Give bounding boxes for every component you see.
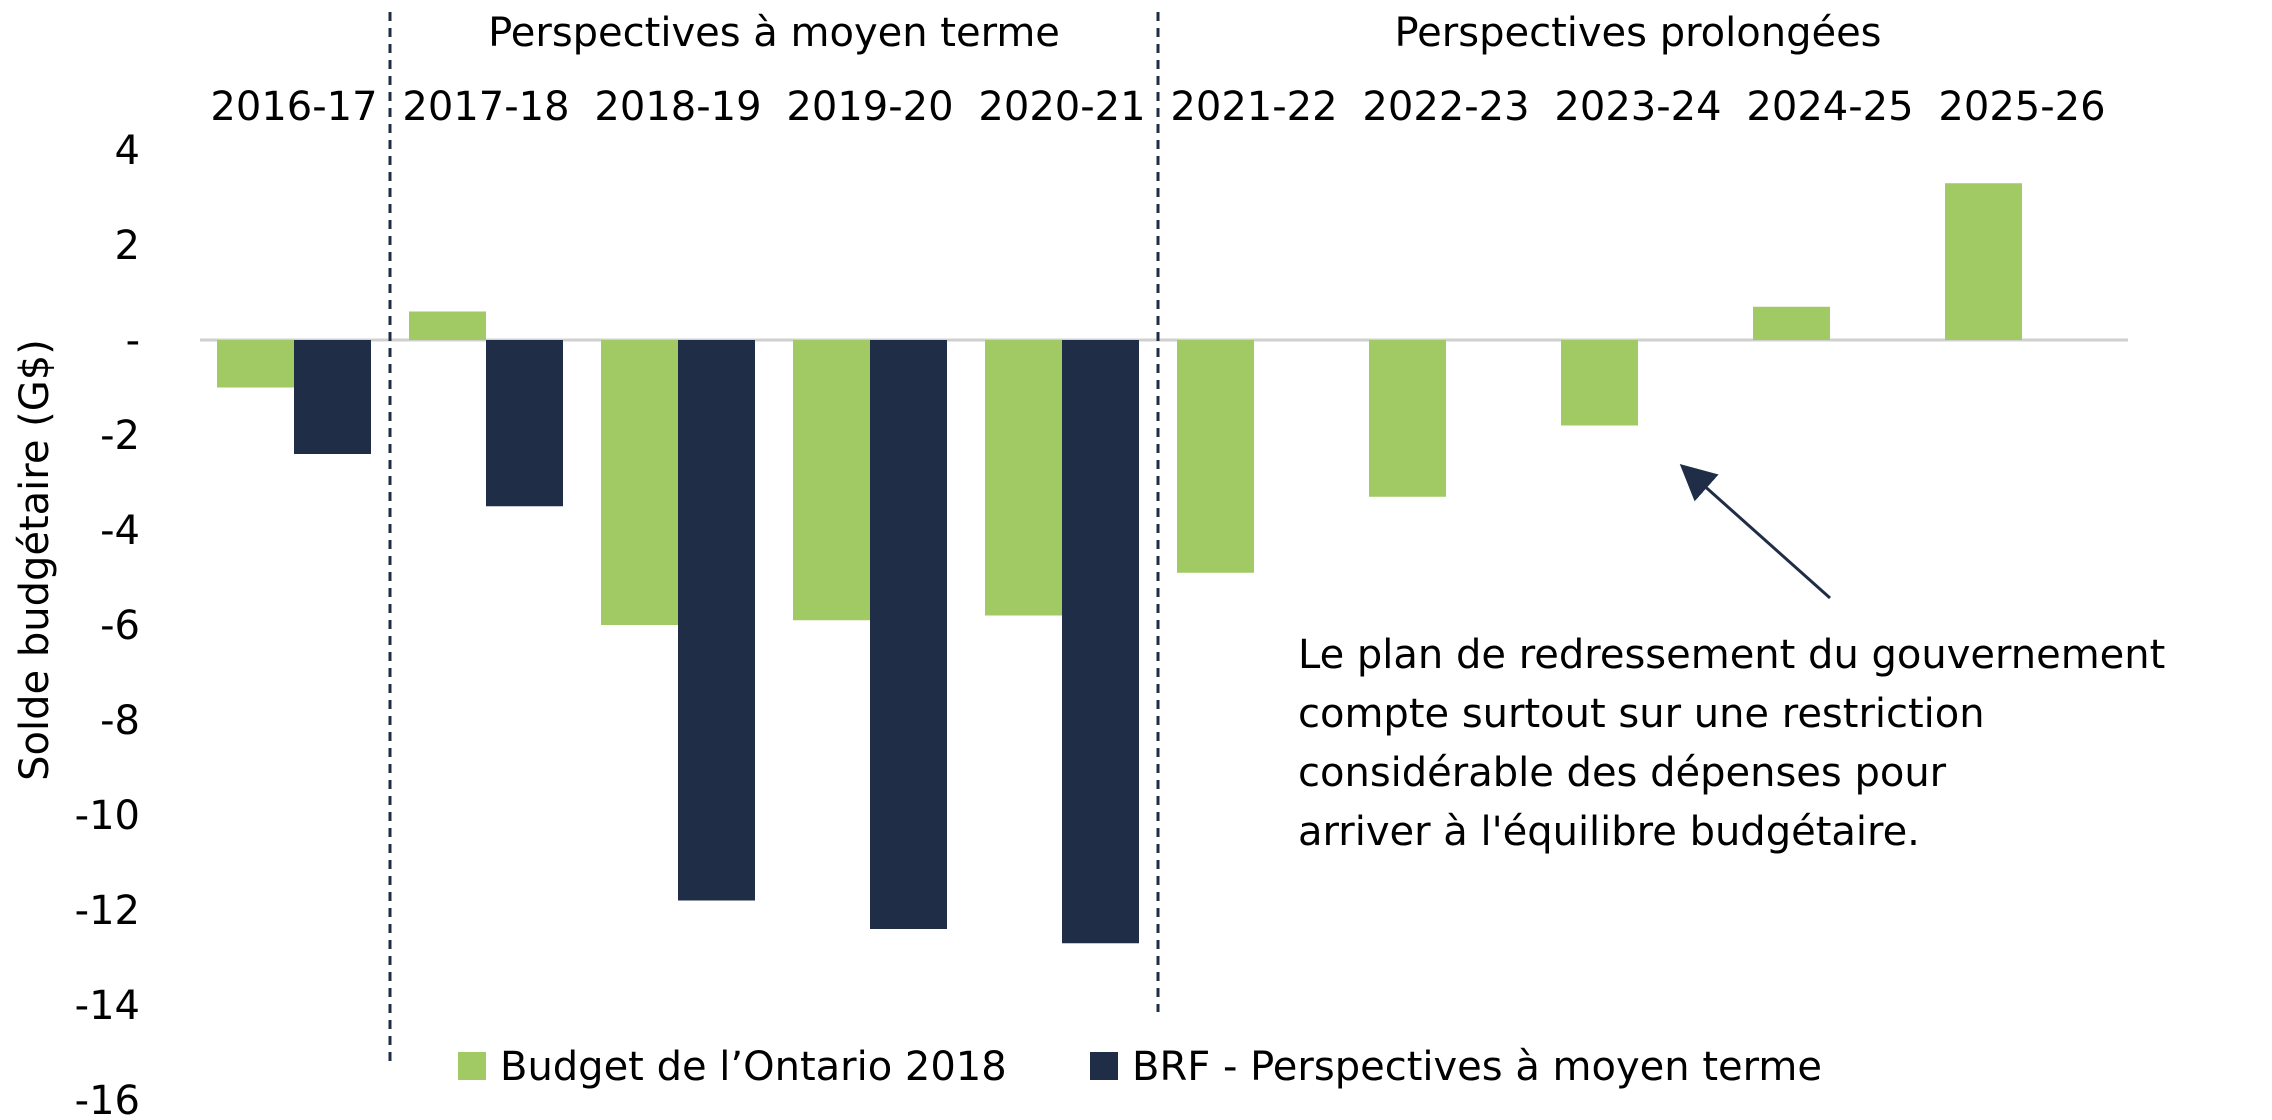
category-label: 2023-24 (1554, 84, 1721, 130)
y-axis-label: Solde budgétaire (G$) (12, 339, 58, 781)
y-axis: Solde budgétaire (G$) 4 2 - -2 -4 -6 -8 -10 -12 -… (12, 128, 140, 1120)
bar-brf-perspectives (870, 340, 947, 929)
y-tick-label: -12 (75, 888, 140, 934)
annotation-line: compte surtout sur une restriction (1298, 691, 1985, 737)
bar-budget-ontario-2018 (1945, 183, 2022, 340)
legend-swatch (458, 1052, 486, 1080)
category-label: 2019-20 (786, 84, 953, 130)
category-label: 2021-22 (1170, 84, 1337, 130)
period-dividers (388, 12, 1160, 1068)
y-tick-label: -14 (75, 983, 140, 1029)
bar-budget-ontario-2018 (793, 340, 870, 621)
legend-label: Budget de l’Ontario 2018 (500, 1044, 1007, 1090)
category-label: 2018-19 (594, 84, 761, 130)
legend-label: BRF - Perspectives à moyen terme (1132, 1044, 1822, 1090)
y-tick-label: -8 (100, 698, 140, 744)
category-label: 2016-17 (210, 84, 377, 130)
bar-budget-ontario-2018 (1177, 340, 1254, 573)
category-labels: 2016-17 2017-18 2018-19 2019-20 2020-21 2021-… (210, 84, 2105, 130)
bar-brf-perspectives (1062, 340, 1139, 944)
bar-budget-ontario-2018 (1369, 340, 1446, 497)
bar-budget-ontario-2018 (985, 340, 1062, 616)
bar-brf-perspectives (294, 340, 371, 454)
legend: Budget de l’Ontario 2018 BRF - Perspectiv… (458, 1044, 1822, 1090)
y-tick-label: -2 (100, 413, 140, 459)
category-label: 2022-23 (1362, 84, 1529, 130)
bar-budget-ontario-2018 (1561, 340, 1638, 426)
annotation: Le plan de redressement du gouvernement c… (1298, 464, 2165, 855)
bar-budget-ontario-2018 (409, 311, 486, 340)
bar-brf-perspectives (486, 340, 563, 507)
bar-budget-ontario-2018 (601, 340, 678, 625)
category-label: 2020-21 (978, 84, 1145, 130)
period-label: Perspectives à moyen terme (488, 10, 1060, 56)
y-tick-label: -6 (100, 603, 140, 649)
annotation-line: Le plan de redressement du gouvernement (1298, 632, 2165, 678)
legend-swatch (1090, 1052, 1118, 1080)
annotation-arrow (1679, 464, 1831, 600)
y-tick-label: 4 (115, 128, 140, 174)
category-label: 2017-18 (402, 84, 569, 130)
bar-brf-perspectives (678, 340, 755, 901)
period-label: Perspectives prolongées (1394, 10, 1881, 56)
annotation-line: considérable des dépenses pour (1298, 750, 1947, 796)
category-label: 2024-25 (1746, 84, 1913, 130)
y-tick-label: -16 (75, 1078, 140, 1116)
y-tick-label: 2 (115, 223, 140, 269)
y-tick-label: -4 (100, 508, 140, 554)
bar-budget-ontario-2018 (217, 340, 294, 388)
bar-budget-ontario-2018 (1753, 306, 1830, 340)
annotation-line: arriver à l'équilibre budgétaire. (1298, 809, 1920, 855)
period-labels: Perspectives à moyen terme Perspectives p… (488, 10, 1881, 56)
y-tick-label: -10 (75, 793, 140, 839)
category-label: 2025-26 (1938, 84, 2105, 130)
bars-layer (217, 183, 2022, 944)
y-tick-label: - (126, 318, 140, 364)
